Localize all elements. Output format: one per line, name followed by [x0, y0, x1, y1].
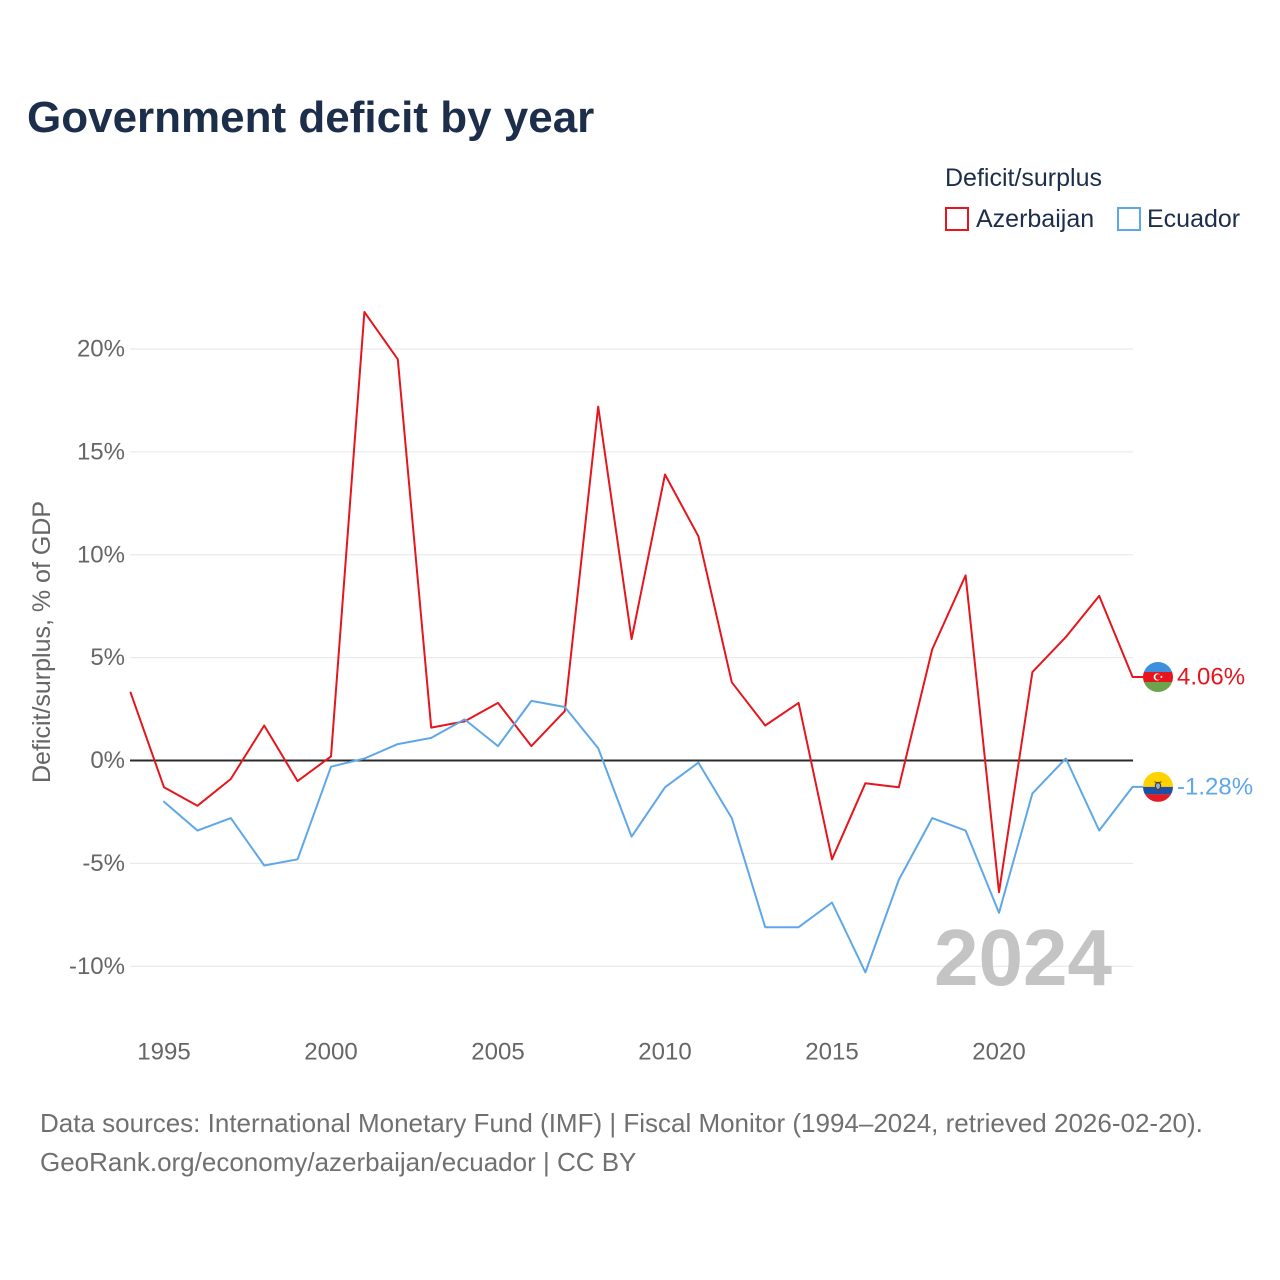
credit-line[interactable]: GeoRank.org/economy/azerbaijan/ecuador |…: [40, 1147, 637, 1177]
end-label-ecuador: -1.28%: [1177, 773, 1253, 800]
x-axis-ticks: 1995 2000 2005 2010 2015 2020: [137, 1039, 1025, 1066]
flag-body: [1143, 662, 1173, 692]
flag-emblem-condor: [1154, 781, 1162, 784]
chart-title: Government deficit by year: [27, 93, 595, 142]
flag-body: [1143, 771, 1173, 802]
legend-swatch-ecuador: [1117, 207, 1141, 231]
end-label-azerbaijan: 4.06%: [1177, 663, 1245, 690]
footer: Data sources: International Monetary Fun…: [40, 1104, 1203, 1182]
flag-emblem: [1154, 781, 1162, 791]
y-tick-label: -5%: [82, 850, 125, 877]
year-watermark: 2024: [934, 913, 1112, 1002]
legend-label-azerbaijan: Azerbaijan: [976, 205, 1095, 233]
y-tick-label: 5%: [90, 644, 125, 671]
flag-stripe: [1143, 794, 1173, 802]
flag-stripe: [1143, 771, 1173, 787]
y-tick-label: 20%: [77, 336, 125, 363]
legend-item-azerbaijan[interactable]: Azerbaijan: [945, 204, 1094, 234]
legend-title: Deficit/surplus: [945, 164, 1102, 192]
y-axis-ticks: 20% 15% 10% 5% 0% -5% -10%: [69, 336, 125, 980]
flag-stripe: [1143, 682, 1173, 692]
flag-star: [1159, 675, 1163, 679]
gridlines: [130, 348, 1133, 967]
series-line-ecuador: [163, 699, 1134, 974]
y-tick-label: 0%: [90, 747, 125, 774]
x-tick-label: 2000: [304, 1039, 357, 1066]
x-tick-label: 2005: [471, 1039, 524, 1066]
series-end-labels: 4.06% -1.28%: [1177, 663, 1253, 800]
legend-label-ecuador: Ecuador: [1147, 205, 1241, 233]
y-tick-label: -10%: [69, 953, 125, 980]
series-lines: [129, 311, 1143, 974]
line-chart: 2024 4.06% -1.28% 20% 15% 10% 5% 0% -5% -10% 19…: [28, 311, 1253, 1066]
y-tick-label: 10%: [77, 541, 125, 568]
y-tick-label: 15%: [77, 438, 125, 465]
x-tick-label: 1995: [137, 1039, 190, 1066]
legend-swatch-azerbaijan: [945, 207, 969, 231]
x-tick-label: 2010: [638, 1039, 691, 1066]
x-tick-label: 2020: [972, 1039, 1025, 1066]
y-axis-title: Deficit/surplus, % of GDP: [28, 501, 56, 783]
source-note: Data sources: International Monetary Fun…: [40, 1108, 1203, 1138]
x-tick-label: 2015: [805, 1039, 858, 1066]
legend-item-ecuador[interactable]: Ecuador: [1117, 204, 1240, 234]
series-line-azerbaijan: [129, 311, 1134, 894]
ecuador-flag-icon: [1143, 771, 1173, 802]
flag-stripe: [1143, 662, 1173, 672]
flag-stripe: [1143, 786, 1173, 795]
flag-crescent-cut: [1155, 674, 1162, 680]
azerbaijan-flag-icon: [1143, 662, 1173, 692]
